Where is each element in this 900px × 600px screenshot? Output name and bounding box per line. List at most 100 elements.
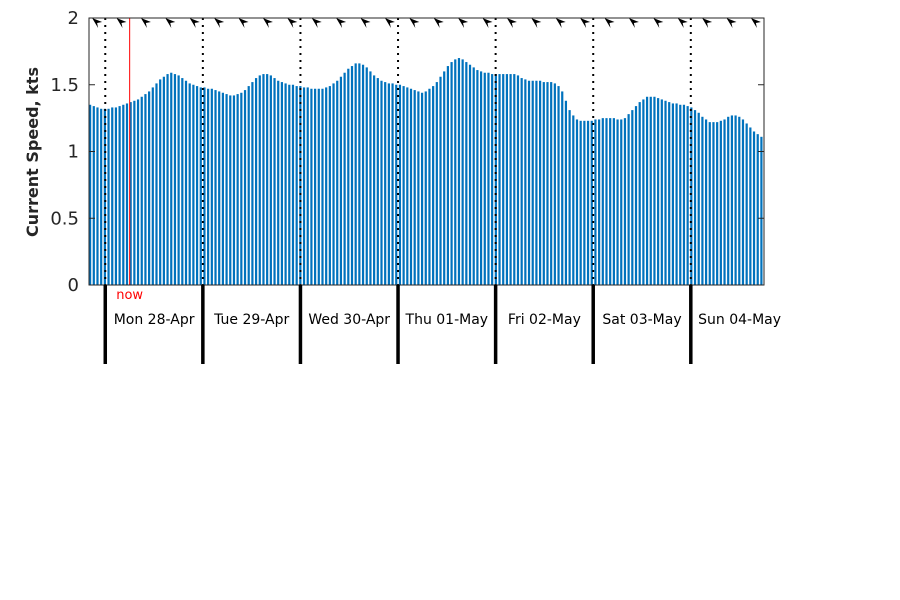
bar xyxy=(221,92,224,285)
bar xyxy=(472,67,475,286)
bar xyxy=(151,87,154,285)
bar xyxy=(679,104,682,286)
bar xyxy=(129,102,132,285)
midnight-grid xyxy=(104,18,692,285)
bar xyxy=(668,102,671,285)
bar xyxy=(749,127,752,285)
bar xyxy=(557,86,560,285)
bar xyxy=(280,82,284,285)
bar xyxy=(583,120,586,285)
y-tick-label: 0 xyxy=(68,275,79,296)
bar xyxy=(417,91,420,286)
bar xyxy=(391,83,394,285)
direction-arrow xyxy=(262,18,273,28)
bar xyxy=(693,110,697,285)
bar xyxy=(697,112,700,285)
y-tick-label: 2 xyxy=(68,8,79,29)
bar xyxy=(144,94,147,285)
bar xyxy=(214,90,217,285)
bar xyxy=(461,59,464,285)
bar xyxy=(428,88,431,285)
bar xyxy=(620,119,623,286)
bar xyxy=(664,100,667,286)
bar xyxy=(148,91,151,286)
bar xyxy=(535,80,538,285)
bar xyxy=(291,84,295,285)
bar xyxy=(465,62,468,286)
direction-arrow xyxy=(433,18,444,28)
bar xyxy=(96,107,99,285)
bar xyxy=(387,83,390,285)
bar xyxy=(203,87,206,285)
bar xyxy=(299,86,302,285)
bar xyxy=(380,80,383,285)
day-label: Fri 02-May xyxy=(508,312,581,328)
direction-arrow xyxy=(214,18,225,28)
bar xyxy=(716,122,719,285)
day-label: Sat 03-May xyxy=(602,312,681,328)
direction-arrow xyxy=(140,18,151,28)
bar xyxy=(140,96,143,286)
bar xyxy=(406,87,409,285)
bar xyxy=(184,80,188,285)
bar xyxy=(336,80,339,285)
bar xyxy=(240,92,243,285)
bar xyxy=(236,94,239,285)
bar xyxy=(284,83,287,285)
bar xyxy=(446,66,449,285)
direction-arrow xyxy=(482,18,493,28)
bar xyxy=(254,78,258,285)
bar xyxy=(350,66,354,285)
bar xyxy=(413,90,416,285)
direction-arrow xyxy=(531,18,542,28)
bar xyxy=(225,94,228,285)
bar xyxy=(586,120,590,285)
bar xyxy=(424,91,427,286)
bar xyxy=(653,96,656,286)
bar xyxy=(756,134,759,285)
bar xyxy=(675,103,678,285)
direction-arrow xyxy=(409,18,420,28)
bar xyxy=(738,116,741,285)
bar xyxy=(712,122,715,285)
direction-arrow xyxy=(604,18,615,28)
bar xyxy=(483,72,486,285)
bar xyxy=(288,84,291,285)
bar xyxy=(594,119,597,286)
bar xyxy=(177,75,180,285)
bar xyxy=(232,95,236,286)
bar xyxy=(690,107,693,285)
bar xyxy=(354,63,357,285)
direction-arrow xyxy=(555,18,566,28)
direction-arrow xyxy=(92,18,103,28)
bar xyxy=(173,74,177,285)
y-axis-ticks: 0 0.5 1 1.5 2 xyxy=(50,8,764,296)
y-tick-label: 1 xyxy=(68,142,79,163)
bar xyxy=(125,103,129,285)
bars-group xyxy=(89,58,763,286)
bar xyxy=(251,82,254,285)
bar xyxy=(498,74,501,285)
bar xyxy=(89,104,92,286)
bar xyxy=(539,80,542,285)
direction-arrow xyxy=(702,18,713,28)
bar xyxy=(487,72,490,285)
bar xyxy=(601,118,604,286)
bar xyxy=(524,79,527,285)
bar xyxy=(361,64,365,285)
bar xyxy=(502,74,505,285)
bar xyxy=(476,70,479,285)
bar xyxy=(358,63,361,285)
bar xyxy=(550,82,553,285)
bar xyxy=(723,119,726,286)
bar xyxy=(701,116,704,285)
bar xyxy=(306,87,309,285)
bar xyxy=(645,96,649,286)
bar xyxy=(605,118,608,286)
bar xyxy=(682,104,686,286)
y-tick-label: 1.5 xyxy=(50,75,79,96)
bar xyxy=(266,74,269,285)
bar xyxy=(708,122,711,285)
bar xyxy=(704,119,708,286)
bar xyxy=(741,119,745,286)
